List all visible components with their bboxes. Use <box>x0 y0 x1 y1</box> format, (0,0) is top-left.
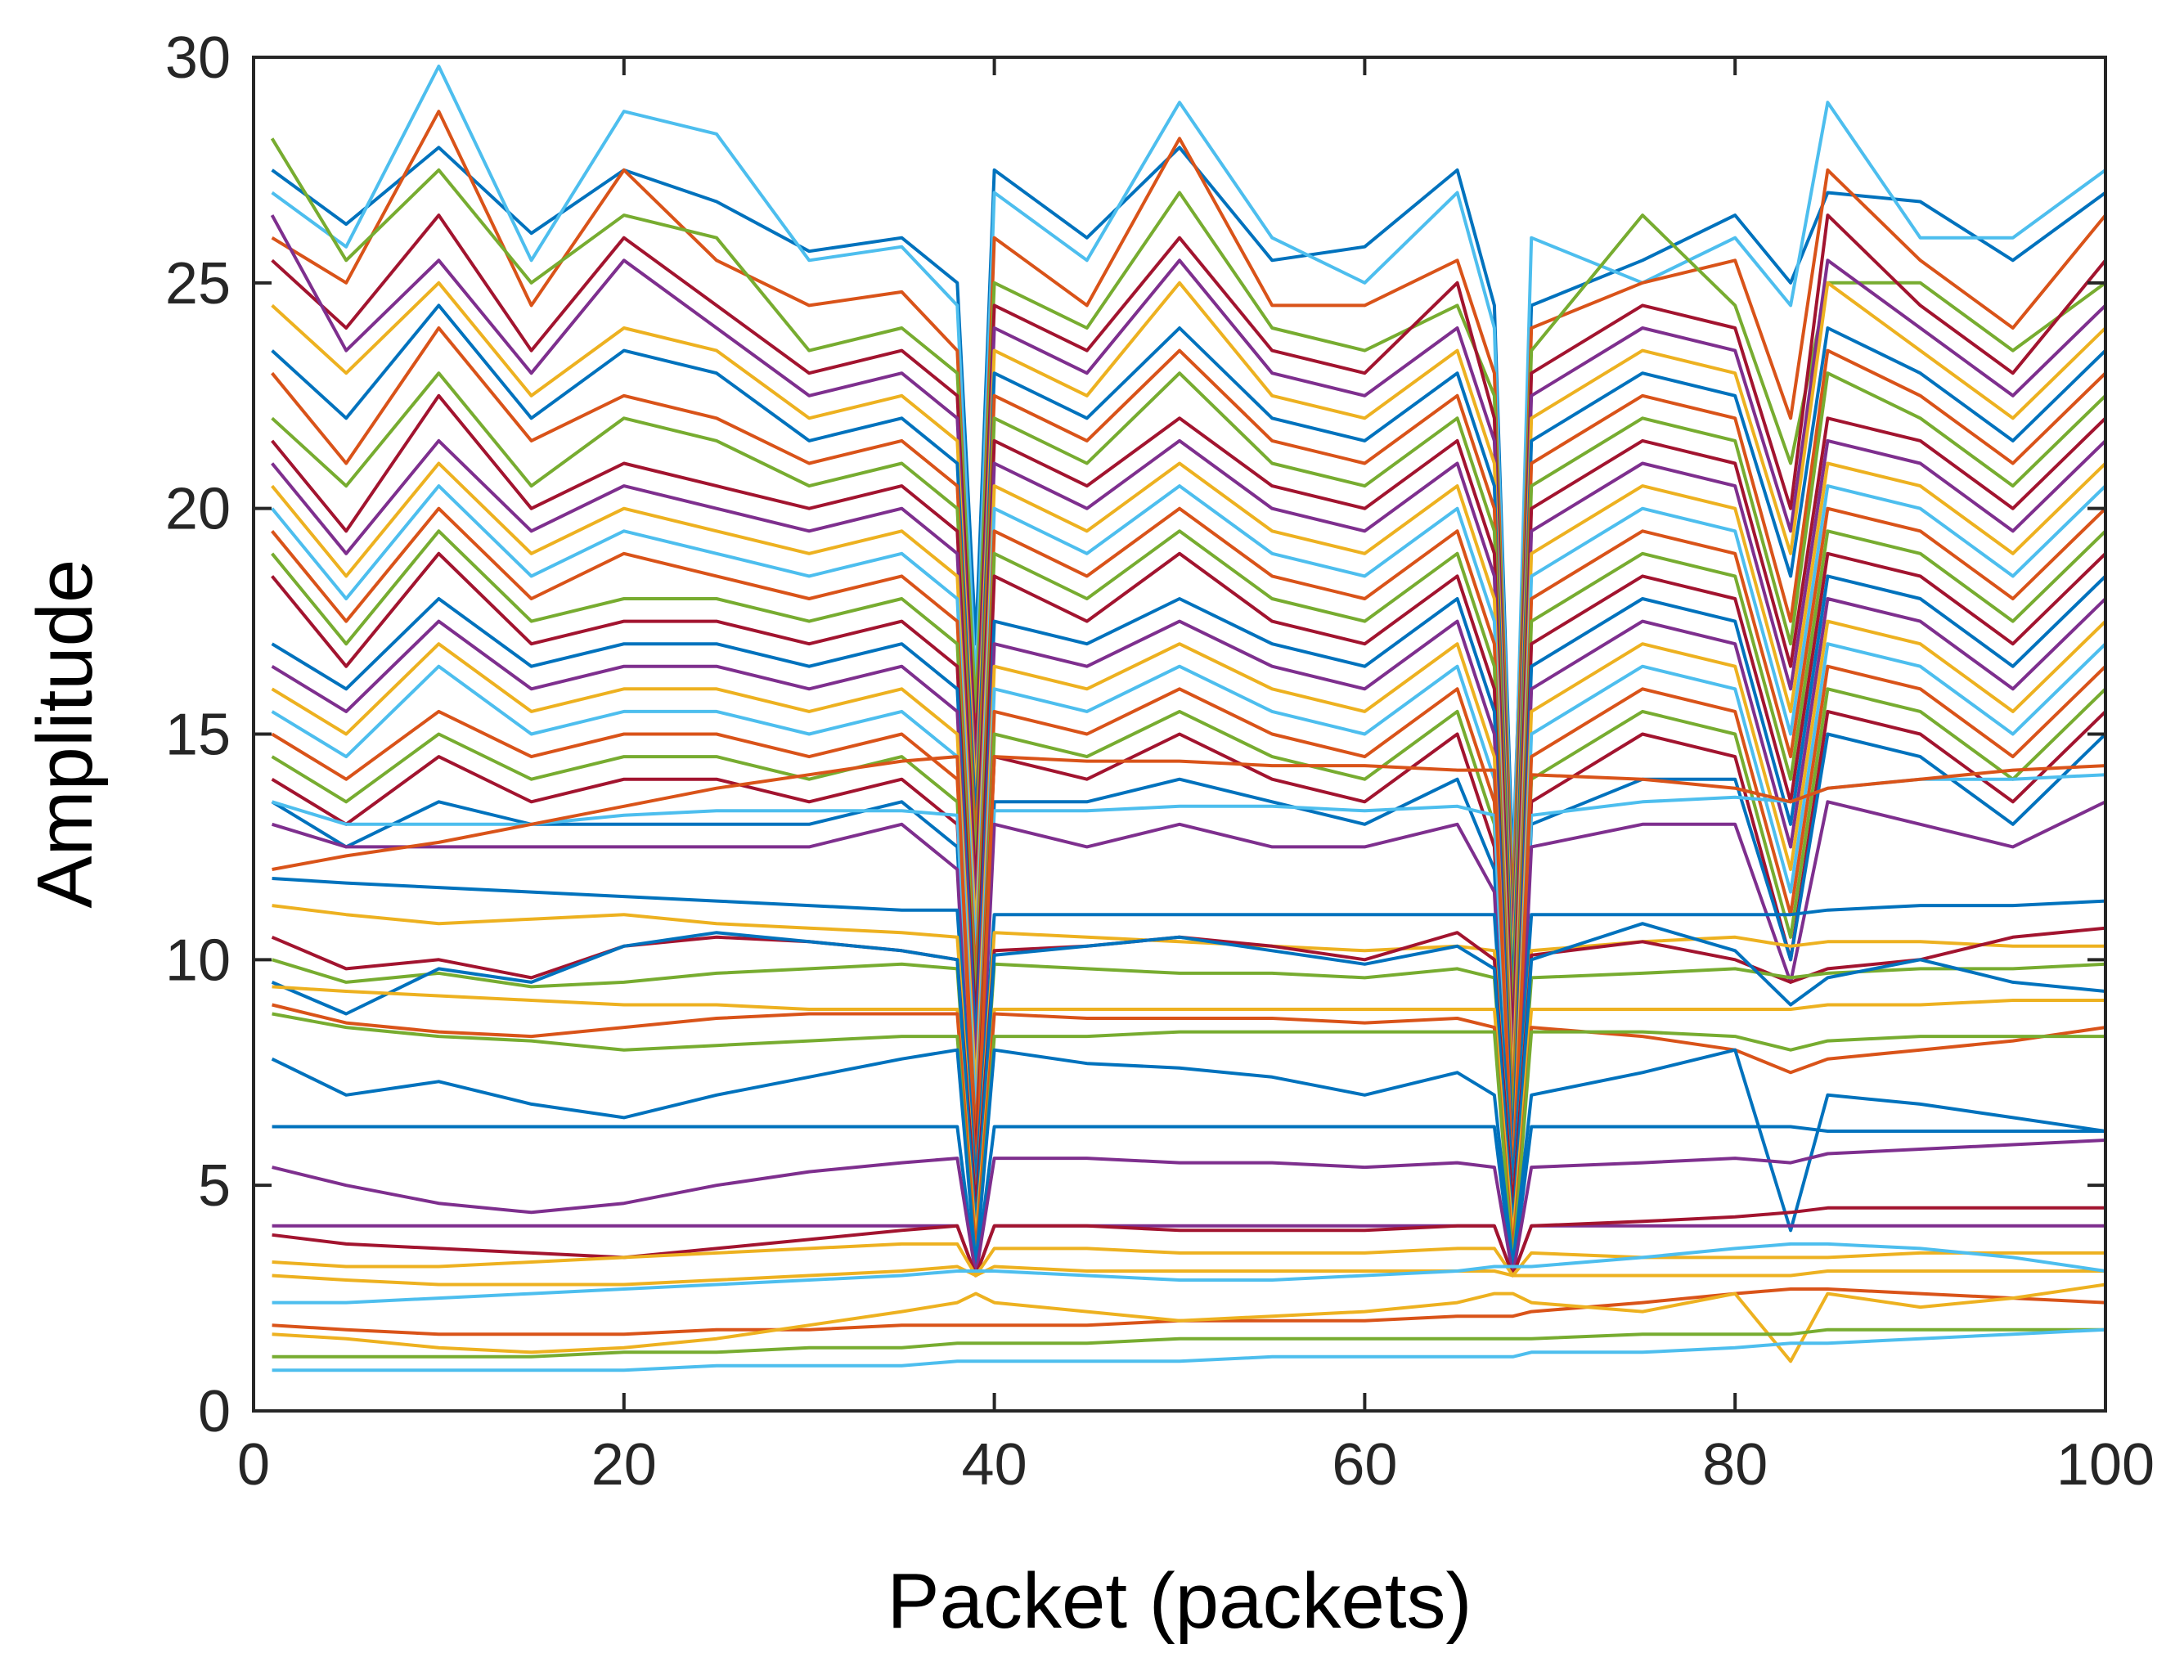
series-line-42 <box>272 1242 2105 1278</box>
series-line-12 <box>271 438 2105 1075</box>
series-line-9 <box>271 326 2105 1030</box>
x-tick-label: 20 <box>591 1432 657 1498</box>
series-line-6 <box>270 214 2105 962</box>
series-line-39 <box>272 1139 2105 1278</box>
series-line-44 <box>272 1242 2105 1305</box>
series-line-47 <box>272 1327 2105 1359</box>
series-line-15 <box>271 506 2105 1120</box>
x-tick-label: 60 <box>1332 1432 1397 1498</box>
series-line-23 <box>271 687 2105 1233</box>
series-line-33 <box>271 922 2105 1233</box>
y-tick-label: 0 <box>198 1379 231 1444</box>
series-line-45 <box>272 1287 2105 1336</box>
y-axis-title: Amplitude <box>21 559 109 909</box>
y-axis: 0 5 10 15 20 25 30 <box>165 25 2105 1444</box>
series-line-32 <box>272 958 2105 1233</box>
series-line-35 <box>272 1003 2105 1255</box>
series-line-37 <box>271 1048 2105 1269</box>
series-line-5 <box>271 213 2105 962</box>
series-line-46 <box>272 1282 2105 1363</box>
series-line-17 <box>271 551 2105 1165</box>
y-tick-label: 20 <box>165 477 231 542</box>
series-line-3 <box>271 110 2105 917</box>
series-line-1 <box>271 146 2105 871</box>
series-line-27 <box>272 800 2105 1233</box>
series-line-18 <box>271 574 2105 1165</box>
series-line-38 <box>272 1125 2105 1278</box>
y-tick-label: 10 <box>165 928 231 993</box>
series-line-48 <box>272 1327 2105 1372</box>
series-line-16 <box>271 529 2105 1142</box>
y-tick-label: 25 <box>165 251 231 317</box>
x-tick-label: 100 <box>2056 1432 2155 1498</box>
series-line-10 <box>271 371 2105 1030</box>
series-line-29 <box>272 877 2105 1188</box>
x-axis-title: Packet (packets) <box>888 1557 1472 1645</box>
y-tick-label: 5 <box>198 1153 231 1219</box>
x-tick-label: 0 <box>237 1432 270 1498</box>
series-line-28 <box>272 755 2105 1188</box>
series-line-36 <box>272 1012 2105 1269</box>
series-line-19 <box>271 597 2105 1188</box>
series-line-8 <box>271 303 2105 1007</box>
series-line-22 <box>271 664 2105 1210</box>
x-axis: 0 20 40 60 80 100 <box>237 57 2155 1498</box>
series-line-2 <box>271 65 2105 894</box>
series-line-20 <box>271 619 2105 1188</box>
series-line-13 <box>271 461 2105 1097</box>
series-line-11 <box>271 393 2105 1052</box>
x-tick-label: 40 <box>962 1432 1027 1498</box>
series-line-25 <box>271 732 2105 1233</box>
series-line-40 <box>272 1224 2105 1278</box>
y-tick-label: 30 <box>165 25 231 91</box>
series-layer <box>270 65 2105 1372</box>
x-tick-label: 80 <box>1702 1432 1768 1498</box>
series-line-43 <box>272 1264 2105 1287</box>
series-line-7 <box>271 281 2105 984</box>
series-line-21 <box>271 642 2105 1210</box>
series-line-4 <box>270 137 2105 939</box>
series-line-14 <box>271 484 2105 1120</box>
y-tick-label: 15 <box>165 703 231 768</box>
series-line-34 <box>272 985 2105 1242</box>
